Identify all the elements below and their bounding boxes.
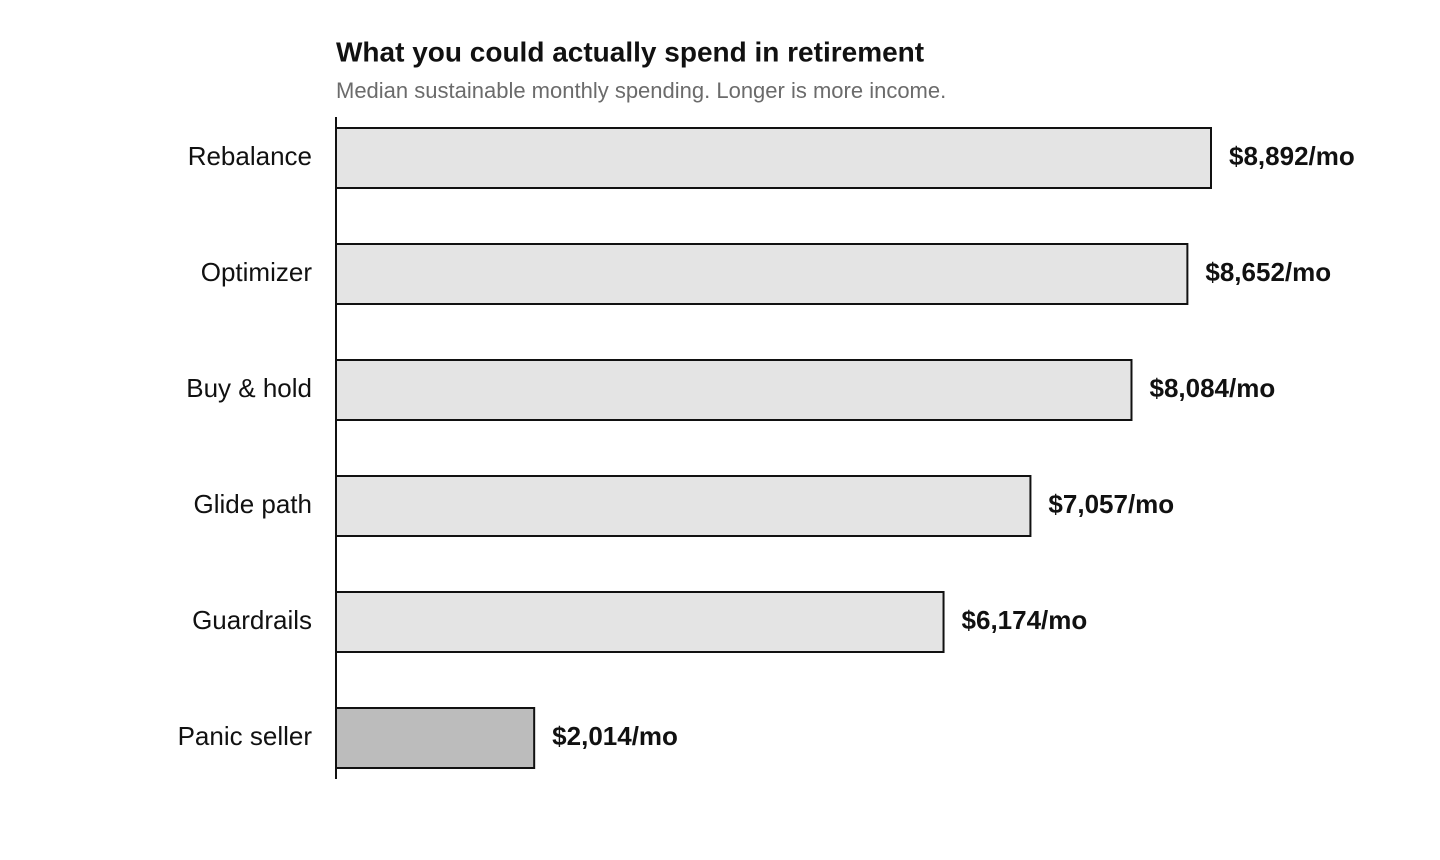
- category-label: Rebalance: [188, 141, 312, 171]
- bar: [335, 591, 945, 653]
- category-label: Optimizer: [201, 257, 313, 287]
- bar: [335, 127, 1212, 189]
- chart-subtitle: Median sustainable monthly spending. Lon…: [336, 78, 946, 103]
- category-label: Panic seller: [178, 721, 313, 751]
- category-label: Buy & hold: [186, 373, 312, 403]
- bar: [335, 243, 1189, 305]
- bar: [335, 707, 536, 769]
- value-label: $7,057/mo: [1048, 489, 1174, 519]
- value-label: $8,084/mo: [1149, 373, 1275, 403]
- value-label: $6,174/mo: [962, 605, 1088, 635]
- category-label: Glide path: [193, 489, 312, 519]
- value-label: $8,892/mo: [1229, 141, 1355, 171]
- value-label: $8,652/mo: [1205, 257, 1331, 287]
- chart-title: What you could actually spend in retirem…: [336, 36, 924, 67]
- value-label: $2,014/mo: [552, 721, 678, 751]
- bar: [335, 475, 1032, 537]
- bar: [335, 359, 1133, 421]
- category-label: Guardrails: [192, 605, 312, 635]
